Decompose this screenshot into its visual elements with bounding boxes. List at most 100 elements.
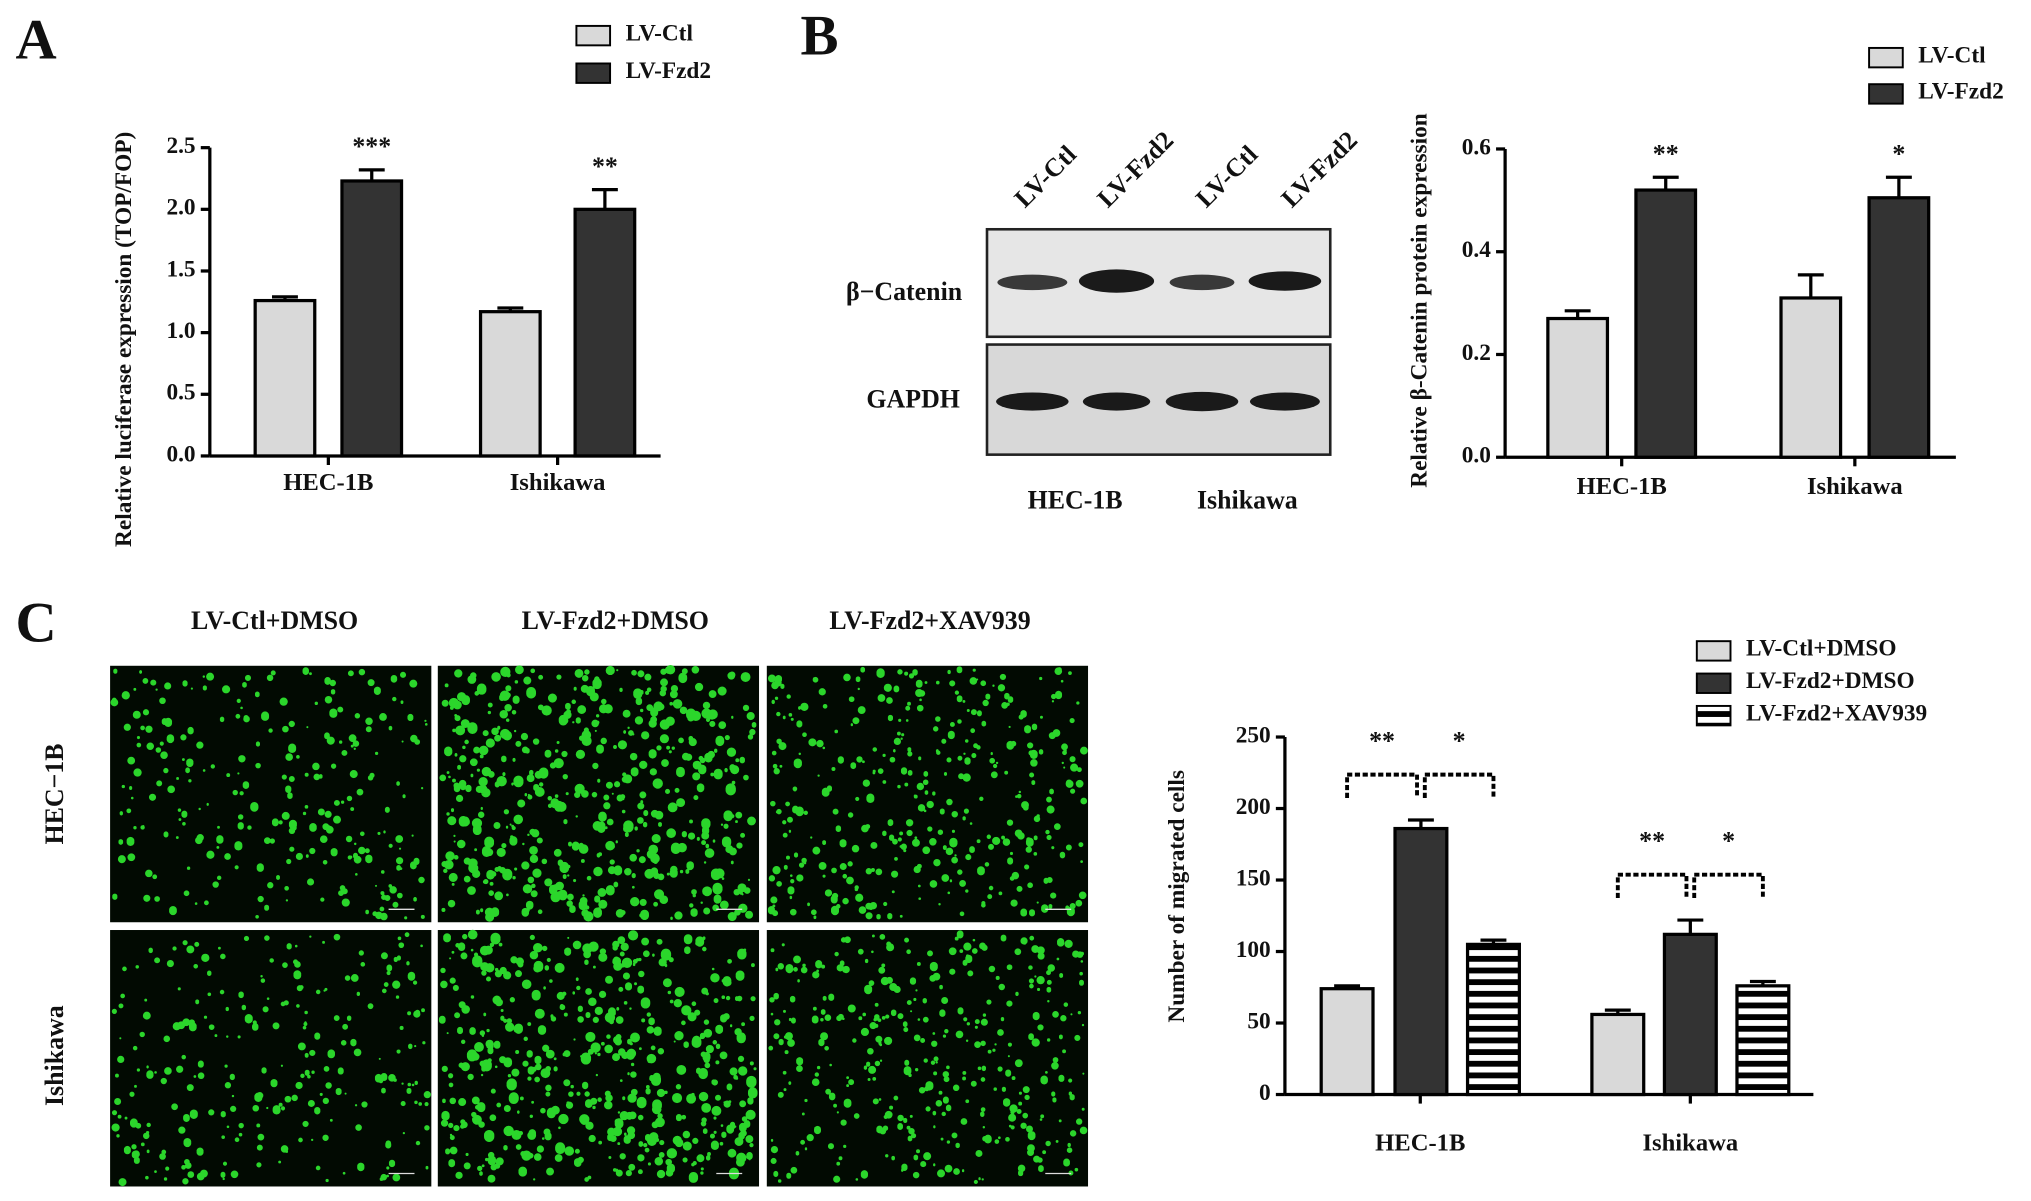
significance-bracket bbox=[1345, 772, 1419, 798]
legend-label: LV-Fzd2 bbox=[1918, 79, 2003, 105]
bar bbox=[1590, 1012, 1646, 1097]
y-tick-label: 1.0 bbox=[166, 318, 195, 344]
legend-swatch bbox=[1695, 704, 1732, 727]
error-bar bbox=[1749, 979, 1776, 986]
error-bar bbox=[1407, 818, 1434, 829]
y-tick-label: 1.5 bbox=[166, 256, 195, 282]
bar bbox=[1319, 987, 1375, 1097]
blot-lane-label: LV-Ctl bbox=[1190, 140, 1263, 213]
bar bbox=[1393, 826, 1449, 1097]
significance-label: * bbox=[1453, 726, 1466, 755]
micrograph bbox=[110, 930, 432, 1187]
bar bbox=[478, 310, 542, 458]
y-tick-label: 2.5 bbox=[166, 133, 195, 159]
error-bar bbox=[272, 295, 298, 301]
significance-bracket bbox=[1615, 872, 1689, 899]
blot-row-label: β−Catenin bbox=[846, 277, 962, 306]
x-tick-label: HEC-1B bbox=[1577, 473, 1667, 500]
y-tick-label: 0.4 bbox=[1462, 237, 1491, 263]
y-tick-label: 0.6 bbox=[1462, 134, 1491, 160]
legend-label: LV-Ctl+DMSO bbox=[1746, 636, 1896, 662]
cell-dots bbox=[439, 664, 757, 922]
y-tick-label: 0.0 bbox=[1462, 443, 1491, 469]
y-tick-label: 0 bbox=[1259, 1080, 1271, 1106]
error-bar bbox=[1480, 938, 1507, 945]
panel-label: A bbox=[16, 8, 57, 71]
x-tick-label: Ishikawa bbox=[510, 469, 606, 496]
micrograph-column-label: LV-Ctl+DMSO bbox=[191, 606, 358, 635]
error-bar bbox=[1652, 175, 1679, 191]
error-bar bbox=[1334, 984, 1361, 989]
legend-swatch bbox=[1695, 672, 1732, 694]
legend-label: LV-Ctl bbox=[626, 20, 694, 46]
bar bbox=[1662, 932, 1718, 1097]
blot-lane-label: LV-Fzd2 bbox=[1275, 125, 1363, 213]
significance-bracket bbox=[1422, 772, 1496, 798]
cell-dots bbox=[110, 667, 428, 921]
panel-label: C bbox=[16, 591, 57, 654]
error-bar bbox=[1564, 309, 1591, 319]
error-bar bbox=[497, 306, 524, 312]
error-bar bbox=[1604, 1008, 1631, 1015]
significance-label: * bbox=[1722, 827, 1735, 856]
bar bbox=[1735, 984, 1791, 1097]
cell-dots bbox=[438, 929, 758, 1183]
y-tick-label: 200 bbox=[1236, 794, 1271, 820]
y-tick-label: 100 bbox=[1236, 937, 1271, 963]
micrographs: LV-Ctl+DMSO LV-Fzd2+DMSO LV-Fzd2+XAV939 … bbox=[40, 606, 1089, 1187]
legend-swatch bbox=[575, 24, 612, 47]
y-tick-label: 0.0 bbox=[166, 441, 195, 467]
y-tick-label: 50 bbox=[1247, 1008, 1270, 1034]
y-tick-label: 250 bbox=[1236, 722, 1271, 748]
x-tick-label: HEC-1B bbox=[1375, 1130, 1465, 1157]
error-bar bbox=[1885, 175, 1912, 198]
blot-group-label: HEC-1B bbox=[1028, 486, 1123, 515]
significance-label: ** bbox=[1369, 726, 1395, 755]
panel-label: B bbox=[800, 5, 838, 68]
micrograph bbox=[766, 930, 1089, 1187]
legend-label: LV-Ctl bbox=[1918, 42, 1986, 68]
bar bbox=[573, 207, 637, 458]
micrograph-row-label: HEC−1B bbox=[40, 743, 69, 844]
bar bbox=[1634, 188, 1698, 459]
bar bbox=[1546, 316, 1610, 459]
significance-label: ** bbox=[1639, 827, 1665, 856]
legend-swatch bbox=[575, 62, 612, 84]
y-tick-label: 2.0 bbox=[166, 195, 195, 221]
error-bar bbox=[591, 187, 618, 210]
significance-bracket bbox=[1692, 872, 1765, 899]
legend-label: LV-Fzd2+DMSO bbox=[1746, 668, 1915, 694]
error-bar bbox=[1677, 918, 1704, 935]
bar bbox=[340, 179, 404, 458]
error-bar bbox=[1797, 273, 1824, 298]
legend-swatch bbox=[1868, 46, 1904, 69]
y-axis-title: Relative luciferase expression (TOP/FOP) bbox=[111, 132, 137, 547]
error-bar bbox=[358, 168, 385, 181]
blot-group-label: Ishikawa bbox=[1197, 486, 1298, 515]
bar bbox=[253, 298, 317, 458]
significance-label: ** bbox=[592, 152, 618, 181]
micrograph-column-label: LV-Fzd2+XAV939 bbox=[829, 606, 1030, 635]
y-tick-label: 0.5 bbox=[166, 380, 195, 406]
bar-chart: C Number of migrated cells 0 50 100 150 200 250… bbox=[16, 591, 1928, 1156]
legend-swatch bbox=[1868, 83, 1904, 105]
y-tick-label: 150 bbox=[1236, 865, 1271, 891]
cell-dots bbox=[111, 932, 431, 1187]
legend-label: LV-Fzd2 bbox=[626, 58, 711, 84]
micrograph-row-label: Ishikawa bbox=[40, 1005, 69, 1106]
x-tick-label: Ishikawa bbox=[1642, 1130, 1738, 1157]
western-blot: β−Catenin GAPDH HEC-1B Ishikawa LV-Ctl L… bbox=[846, 125, 1363, 514]
y-tick-label: 0.2 bbox=[1462, 340, 1491, 366]
legend-swatch bbox=[1695, 640, 1732, 662]
micrograph bbox=[110, 665, 432, 923]
x-tick-label: HEC-1B bbox=[283, 469, 373, 496]
significance-label: *** bbox=[352, 132, 391, 161]
bar bbox=[1867, 196, 1931, 459]
bar-chart: A Relative luciferase expression (TOP/FOP… bbox=[16, 8, 712, 547]
micrograph-column-label: LV-Fzd2+DMSO bbox=[522, 606, 709, 635]
bar bbox=[1779, 296, 1843, 459]
blot-row-label: GAPDH bbox=[866, 384, 960, 413]
significance-label: * bbox=[1892, 139, 1905, 168]
blot-lane-label: LV-Fzd2 bbox=[1092, 125, 1180, 213]
